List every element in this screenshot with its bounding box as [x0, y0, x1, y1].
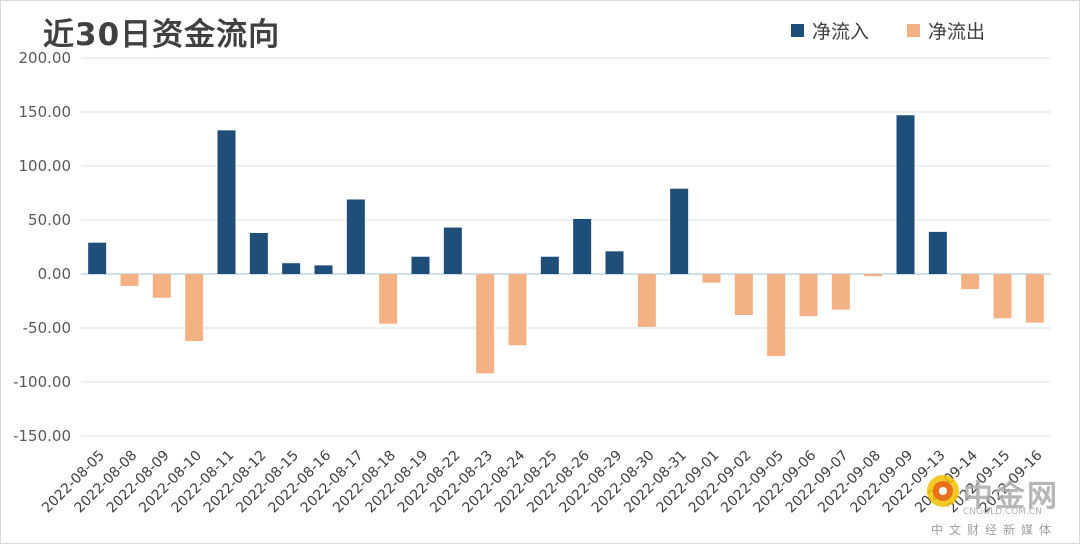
- y-tick-label: 100.00: [19, 157, 72, 175]
- legend-swatch-inflow: [791, 23, 804, 37]
- bar-outflow: [1025, 274, 1044, 323]
- watermark-tagline: 中文财经新媒体: [931, 523, 1058, 537]
- bar-outflow: [476, 274, 495, 374]
- bar-inflow: [249, 232, 268, 274]
- bar-inflow: [411, 256, 430, 274]
- bar-inflow: [217, 130, 236, 274]
- bar-outflow: [508, 274, 527, 346]
- bar-outflow: [120, 274, 139, 286]
- bar-inflow: [896, 115, 915, 275]
- y-tick-label: 50.00: [28, 211, 71, 229]
- legend-label-inflow: 净流入: [812, 20, 870, 43]
- y-tick-label: -100.00: [13, 373, 71, 391]
- bar-inflow: [314, 265, 333, 274]
- bar-outflow: [734, 274, 753, 316]
- bar-inflow: [928, 231, 947, 274]
- y-tick-label: 200.00: [19, 49, 72, 67]
- bar-outflow: [185, 274, 204, 341]
- bar-outflow: [864, 274, 883, 277]
- bar-outflow: [799, 274, 818, 317]
- bar-inflow: [670, 188, 689, 274]
- watermark-site: CNGOLD.COM.CN: [963, 507, 1042, 517]
- legend-item-inflow: 净流入: [791, 17, 869, 44]
- bar-outflow: [637, 274, 656, 327]
- bar-outflow: [379, 274, 398, 324]
- chart-title: 近30日资金流向: [43, 17, 281, 53]
- bar-inflow: [346, 199, 365, 274]
- bar-inflow: [605, 251, 624, 274]
- legend: 净流入 净流出: [791, 17, 985, 43]
- watermark: 中金网 CNGOLD.COM.CN 中文财经新媒体: [919, 469, 1069, 539]
- bar-outflow: [767, 274, 786, 357]
- legend-label-outflow: 净流出: [928, 20, 986, 43]
- watermark-brand: 中金网: [963, 479, 1059, 514]
- y-tick-label: -50.00: [23, 319, 71, 337]
- y-tick-label: 0.00: [38, 265, 71, 283]
- bar-outflow: [702, 274, 721, 283]
- bar-inflow: [282, 263, 301, 274]
- bar-outflow: [961, 274, 980, 290]
- bar-outflow: [152, 274, 171, 298]
- bar-inflow: [573, 218, 592, 274]
- y-tick-label: 150.00: [19, 103, 72, 121]
- bar-outflow: [831, 274, 850, 310]
- bar-inflow: [88, 242, 107, 274]
- bar-inflow: [540, 256, 559, 274]
- y-tick-label: -150.00: [13, 427, 71, 445]
- bar-outflow: [993, 274, 1012, 319]
- brand-logo-icon: [927, 475, 959, 507]
- legend-item-outflow: 净流出: [907, 17, 985, 44]
- legend-swatch-outflow: [907, 23, 921, 37]
- bar-inflow: [443, 227, 462, 274]
